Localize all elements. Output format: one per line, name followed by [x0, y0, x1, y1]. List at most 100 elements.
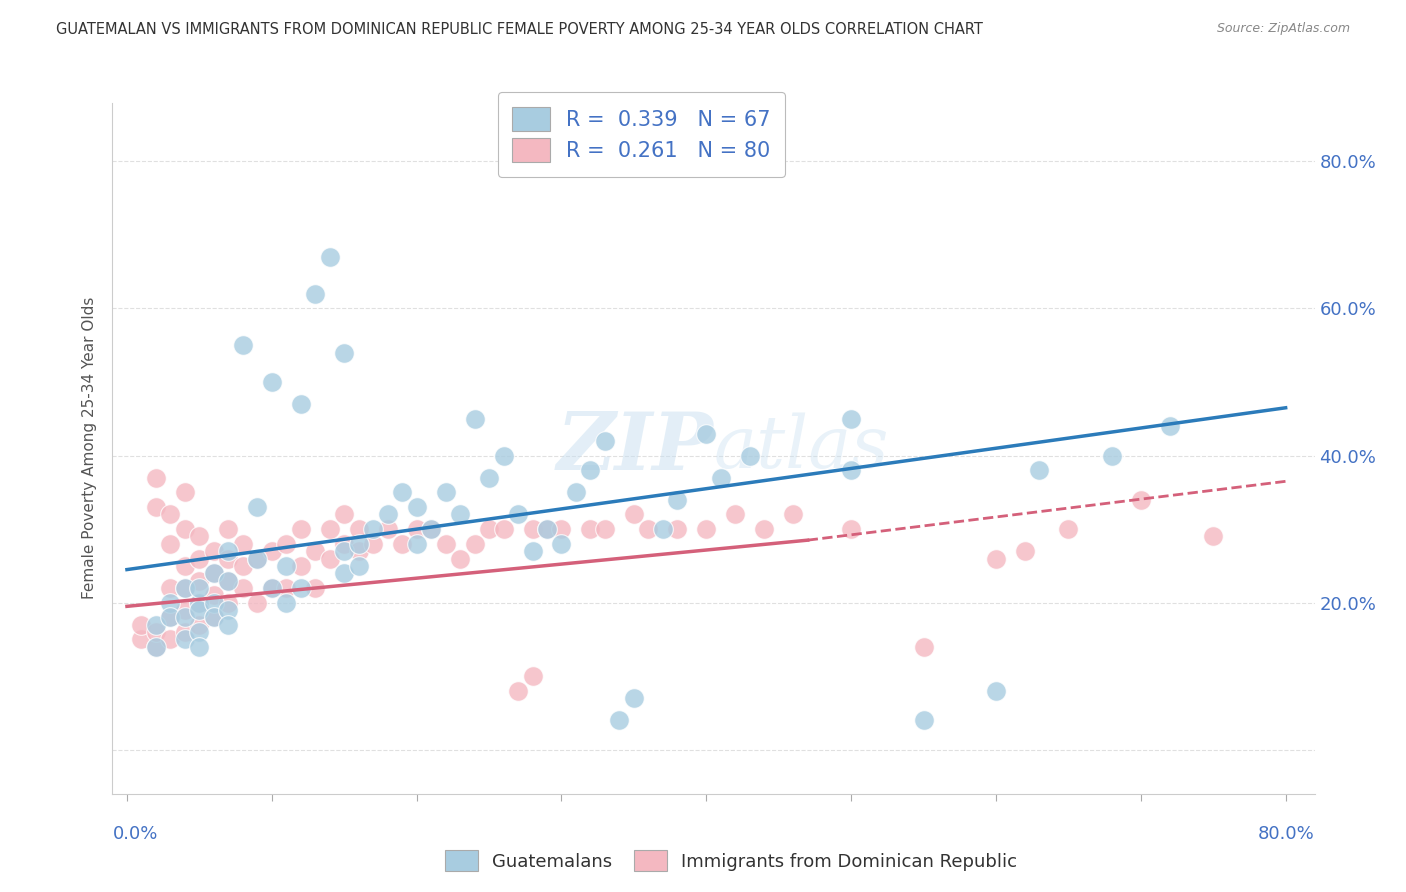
Point: [724, 508, 747, 522]
Point: [260, 544, 283, 558]
Point: [1159, 419, 1181, 434]
Point: [159, 596, 181, 610]
Point: [405, 537, 427, 551]
Point: [464, 412, 486, 426]
Point: [333, 566, 356, 581]
Point: [839, 522, 862, 536]
Point: [188, 551, 211, 566]
Text: Source: ZipAtlas.com: Source: ZipAtlas.com: [1216, 22, 1350, 36]
Point: [434, 537, 457, 551]
Point: [478, 470, 501, 484]
Point: [536, 522, 558, 536]
Point: [550, 537, 572, 551]
Point: [174, 581, 197, 595]
Point: [290, 397, 312, 411]
Point: [651, 522, 673, 536]
Point: [217, 603, 239, 617]
Point: [839, 412, 862, 426]
Point: [377, 508, 399, 522]
Text: atlas: atlas: [713, 413, 889, 483]
Point: [565, 485, 588, 500]
Point: [579, 522, 602, 536]
Point: [131, 632, 153, 647]
Text: 80.0%: 80.0%: [1258, 825, 1315, 843]
Point: [405, 500, 427, 514]
Point: [202, 610, 225, 624]
Point: [232, 537, 254, 551]
Legend: Guatemalans, Immigrants from Dominican Republic: Guatemalans, Immigrants from Dominican R…: [439, 843, 1024, 879]
Point: [174, 522, 197, 536]
Point: [593, 434, 616, 448]
Point: [145, 640, 167, 654]
Point: [232, 581, 254, 595]
Point: [188, 596, 211, 610]
Point: [217, 596, 239, 610]
Point: [145, 500, 167, 514]
Point: [1028, 463, 1050, 477]
Point: [260, 581, 283, 595]
Point: [217, 544, 239, 558]
Point: [550, 522, 572, 536]
Legend: R =  0.339   N = 67, R =  0.261   N = 80: R = 0.339 N = 67, R = 0.261 N = 80: [498, 92, 786, 177]
Point: [159, 632, 181, 647]
Point: [174, 558, 197, 573]
Point: [202, 566, 225, 581]
Point: [478, 522, 501, 536]
Point: [1057, 522, 1080, 536]
Point: [159, 537, 181, 551]
Point: [174, 603, 197, 617]
Point: [217, 617, 239, 632]
Point: [391, 485, 413, 500]
Point: [188, 596, 211, 610]
Text: GUATEMALAN VS IMMIGRANTS FROM DOMINICAN REPUBLIC FEMALE POVERTY AMONG 25-34 YEAR: GUATEMALAN VS IMMIGRANTS FROM DOMINICAN …: [56, 22, 983, 37]
Point: [159, 581, 181, 595]
Point: [232, 338, 254, 352]
Point: [276, 537, 298, 551]
Point: [145, 640, 167, 654]
Point: [738, 449, 761, 463]
Point: [347, 544, 370, 558]
Point: [145, 617, 167, 632]
Point: [361, 522, 384, 536]
Point: [304, 286, 326, 301]
Point: [217, 574, 239, 588]
Point: [623, 691, 645, 706]
Point: [984, 684, 1007, 698]
Point: [174, 485, 197, 500]
Point: [188, 617, 211, 632]
Point: [290, 522, 312, 536]
Point: [710, 470, 733, 484]
Point: [202, 596, 225, 610]
Point: [276, 596, 298, 610]
Point: [912, 640, 935, 654]
Point: [202, 544, 225, 558]
Point: [695, 426, 717, 441]
Point: [347, 537, 370, 551]
Point: [1101, 449, 1123, 463]
Point: [361, 537, 384, 551]
Point: [260, 581, 283, 595]
Point: [391, 537, 413, 551]
Point: [246, 551, 269, 566]
Point: [159, 610, 181, 624]
Point: [145, 470, 167, 484]
Point: [492, 449, 515, 463]
Point: [188, 603, 211, 617]
Point: [304, 581, 326, 595]
Point: [333, 345, 356, 359]
Point: [202, 610, 225, 624]
Point: [420, 522, 443, 536]
Point: [217, 574, 239, 588]
Point: [232, 558, 254, 573]
Point: [1202, 529, 1225, 543]
Point: [276, 581, 298, 595]
Point: [637, 522, 659, 536]
Point: [579, 463, 602, 477]
Point: [695, 522, 717, 536]
Point: [188, 529, 211, 543]
Point: [174, 581, 197, 595]
Point: [159, 508, 181, 522]
Point: [522, 669, 544, 683]
Point: [506, 684, 529, 698]
Point: [1129, 492, 1152, 507]
